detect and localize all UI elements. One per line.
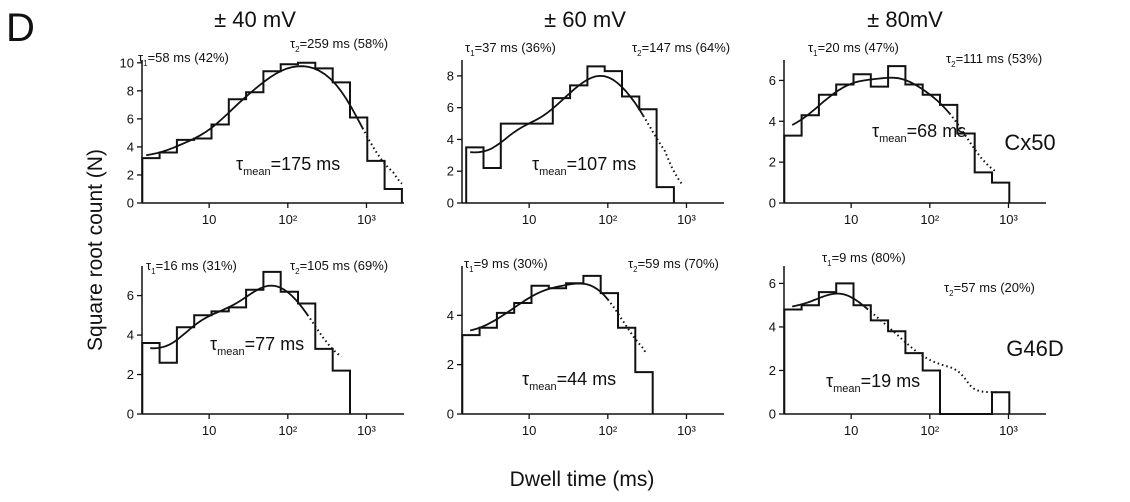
y-tick-label: 2 [447,357,454,372]
y-tick-label: 0 [447,407,454,422]
y-tick-label: 4 [127,139,134,154]
tau1-annotation: τ1=20 ms (47%) [808,40,899,58]
row-label: Cx50 [1004,130,1055,155]
histogram-steps [461,274,654,414]
y-tick-label: 2 [447,164,454,179]
x-tick-label: 10³ [357,212,376,227]
fit-curve-solid [792,292,868,310]
tau2-annotation: τ2=59 ms (70%) [628,256,719,274]
tau1-annotation: τ1=9 ms (30%) [464,256,548,274]
tau-mean-annotation: τmean=175 ms [236,154,340,178]
x-axis-label: Dwell time (ms) [510,468,655,491]
tau2-annotation: τ2=259 ms (58%) [290,36,388,54]
y-tick-label: 4 [447,308,454,323]
y-tick-label: 2 [769,155,776,170]
fit-curve-dotted [306,314,342,358]
fit-curve-dotted [361,127,403,185]
x-tick-label: 10 [202,423,216,438]
x-tick-label: 10² [278,423,297,438]
y-tick-label: 4 [127,328,134,343]
y-tick-label: 4 [769,319,776,334]
x-tick-label: 10² [598,423,617,438]
column-title: ± 60 mV [544,7,626,32]
y-tick-label: 4 [769,114,776,129]
tau1-annotation: τ1=16 ms (31%) [146,258,237,276]
x-tick-label: 10 [522,423,536,438]
tau1-annotation: τ1=37 ms (36%) [465,40,556,58]
chart-panel-cx50-60mV: 0 2 4 6 8 10 10² 10³ τ1=37 ms (36%) τ2=147 ms (64… [447,40,730,227]
y-tick-label: 2 [127,167,134,182]
x-tick-label: 10² [920,423,939,438]
y-tick-label: 0 [447,196,454,211]
column-title: ± 80mV [867,7,943,32]
x-tick-label: 10³ [999,423,1018,438]
histogram-steps [141,270,351,414]
y-tick-label: 4 [447,132,454,147]
fit-curve-solid [469,282,609,332]
row-label: G46D [1006,336,1063,361]
fit-curve-dotted [642,115,684,186]
y-tick-label: 0 [127,407,134,422]
fit-curve-solid [150,284,309,350]
y-tick-label: 0 [769,407,776,422]
chart-panel-g46d-60mV: 0 2 4 10 10² 10³ τ1=9 ms (30%) τ2=59 ms (70%) τm… [447,256,724,438]
y-tick-label: 2 [769,363,776,378]
tau1-annotation: τ1=58 ms (42%) [138,50,229,68]
y-axis-label: Square root count (N) [84,149,107,351]
tau1-annotation: τ1=9 ms (80%) [822,250,906,268]
y-tick-label: 6 [127,111,134,126]
x-tick-label: 10³ [677,212,696,227]
panel-letter: D [6,6,35,50]
x-tick-label: 10³ [677,423,696,438]
tau2-annotation: τ2=147 ms (64%) [632,40,730,58]
chart-panel-g46d-40mV: 0 2 4 6 10 10² 10³ τ1=16 ms (31%) τ2=105 ms (69%… [127,258,404,438]
fit-curve-dotted [607,298,647,354]
x-tick-label: 10³ [999,212,1018,227]
tau-mean-annotation: τmean=44 ms [522,369,616,393]
y-tick-label: 10 [120,55,134,70]
y-tick-label: 2 [127,367,134,382]
x-tick-label: 10² [920,212,939,227]
tau2-annotation: τ2=57 ms (20%) [944,280,1035,298]
chart-panel-g46d-80mV: 0 2 4 6 10 10² 10³ τ1=9 ms (80%) τ2=57 ms (20%) τ… [769,250,1046,438]
x-tick-label: 10² [598,212,617,227]
fit-curve-dotted [948,112,998,173]
chart-panel-cx50-80mV: 0 2 4 6 10 10² 10³ τ1=20 ms (47%) τ2=111 ms (53%… [769,40,1046,227]
histogram-steps [141,61,403,203]
fit-curve-solid [470,74,644,154]
y-tick-label: 8 [447,68,454,83]
y-tick-label: 6 [127,288,134,303]
x-tick-label: 10 [522,212,536,227]
y-tick-label: 0 [127,196,134,211]
y-tick-label: 6 [769,276,776,291]
x-tick-label: 10 [844,423,858,438]
column-title: ± 40 mV [214,7,296,32]
y-tick-label: 6 [769,73,776,88]
chart-panel-cx50-40mV: 0 2 4 6 8 10 10 10² 10³ τ1=58 ms (42%) τ2=259 ms (… [120,36,404,227]
y-tick-label: 8 [127,83,134,98]
y-tick-label: 6 [447,100,454,115]
x-tick-label: 10² [278,212,297,227]
tau2-annotation: τ2=111 ms (53%) [946,51,1042,69]
tau-mean-annotation: τmean=77 ms [210,334,304,358]
tau2-annotation: τ2=105 ms (69%) [290,258,388,276]
x-tick-label: 10 [202,212,216,227]
tau-mean-annotation: τmean=19 ms [826,371,920,395]
fit-curve-solid [146,65,364,157]
x-tick-label: 10³ [357,423,376,438]
y-tick-label: 0 [769,196,776,211]
fit-curve-solid [791,76,951,126]
histogram-steps [783,282,1011,415]
tau-mean-annotation: τmean=107 ms [532,154,636,178]
histogram-steps [465,65,675,203]
tau-mean-annotation: τmean=68 ms [872,121,966,145]
x-tick-label: 10 [844,212,858,227]
